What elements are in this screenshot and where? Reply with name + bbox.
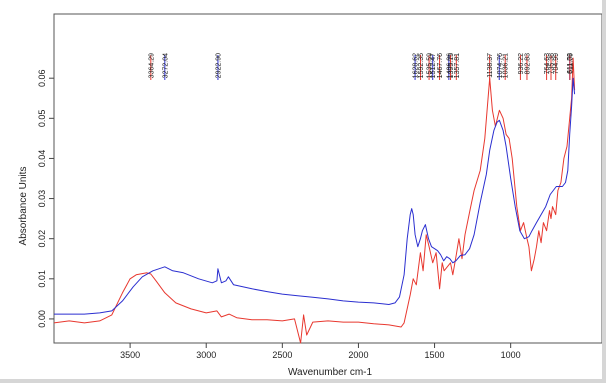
peak-label: 3364.29 bbox=[148, 53, 155, 78]
peak-label: 2922.90 bbox=[215, 53, 222, 78]
series-line-1 bbox=[53, 57, 576, 344]
x-tick-label: 1500 bbox=[425, 350, 445, 360]
peak-label: 1467.76 bbox=[437, 53, 444, 78]
y-tick-label: 0.02 bbox=[37, 230, 47, 248]
peak-label: 611.73 bbox=[567, 53, 574, 74]
peak-label: 1512.47 bbox=[430, 53, 437, 78]
peak-label: 1036.21 bbox=[503, 53, 510, 78]
peak-label: 764.63 bbox=[544, 53, 551, 75]
peak-label: 1628.62 bbox=[413, 53, 420, 78]
peak-label: 1395.15 bbox=[448, 53, 455, 78]
peak-label: 1406.06 bbox=[446, 53, 453, 78]
y-tick-label: 0.01 bbox=[37, 270, 47, 288]
peak-label: 611.09 bbox=[567, 53, 574, 74]
peak-label: 936.22 bbox=[518, 53, 525, 75]
axes-layer: 3500 3000 2500 2000 1500 1000 0.00 0.01 0.02 0.03… bbox=[37, 13, 603, 360]
y-tick-label: 0.00 bbox=[37, 310, 47, 328]
y-tick-label: 0.03 bbox=[37, 190, 47, 208]
peak-label: 1138.37 bbox=[487, 53, 494, 78]
x-tick-label: 3000 bbox=[196, 350, 216, 360]
y-tick-label: 0.05 bbox=[37, 110, 47, 128]
peak-label: 735.38 bbox=[549, 53, 556, 75]
peak-label: 892.83 bbox=[524, 53, 531, 75]
x-axis-label: Wavenumber cm-1 bbox=[288, 367, 373, 378]
peak-label: 3272.04 bbox=[162, 53, 169, 78]
peak-label: 1074.76 bbox=[497, 53, 504, 78]
series-layer bbox=[53, 57, 576, 344]
x-tick-label: 1000 bbox=[501, 350, 521, 360]
peak-label: 1357.81 bbox=[454, 53, 461, 78]
peak-label: 1535.59 bbox=[427, 53, 434, 78]
peak-label: 704.99 bbox=[553, 53, 560, 75]
x-tick-label: 2000 bbox=[348, 350, 368, 360]
x-tick-label: 2500 bbox=[272, 350, 292, 360]
y-tick-label: 0.04 bbox=[37, 150, 47, 168]
y-tick-label: 0.06 bbox=[37, 69, 47, 87]
series-line-2 bbox=[54, 77, 576, 315]
y-axis-label: Absorbance Units bbox=[18, 167, 29, 246]
x-tick-label: 3500 bbox=[120, 350, 140, 360]
peak-label: 1592.35 bbox=[418, 53, 425, 78]
